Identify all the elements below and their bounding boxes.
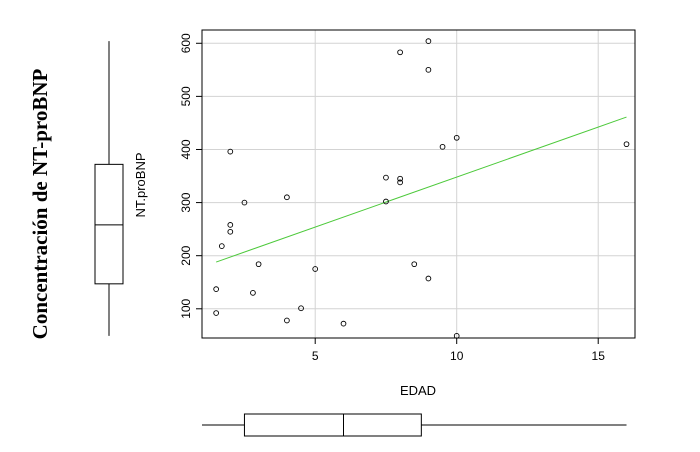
y-tick-label: 300 [179,192,193,212]
y-axis: 100 200 300 400 500 600 [179,33,202,319]
y-boxplot [94,41,124,336]
data-point [213,286,220,292]
y-tick-label: 200 [179,245,193,265]
x-boxplot [202,413,627,437]
data-point [397,175,403,182]
data-point [298,305,304,312]
data-point [383,198,389,205]
data-point [411,261,418,268]
data-point [425,275,432,282]
data-point [227,148,234,155]
data-point [439,143,446,150]
data-point [340,320,347,327]
data-point [227,228,234,235]
x-tick-label: 10 [450,349,464,363]
y-tick-label: 400 [179,139,193,159]
data-point [425,66,432,73]
data-point [623,141,630,148]
data-point [383,174,389,181]
y-tick-label: 500 [179,86,193,106]
data-point [255,261,262,268]
data-point [397,179,403,186]
data-point [312,266,319,272]
box [243,413,422,437]
data-point [241,199,248,206]
data-point [284,317,290,324]
regression-line [215,116,627,263]
grid-lines [202,30,635,338]
data-point [213,310,220,316]
y-tick-label: 100 [179,298,193,318]
data-point [397,49,403,56]
y-tick-label: 600 [179,33,193,53]
data-point [218,243,225,249]
main-y-axis-label: Concentración de NT-proBNP [28,68,52,339]
data-point [284,194,290,201]
data-point [227,222,234,228]
x-axis-title: EDAD [400,383,436,398]
data-points [213,38,630,339]
data-point [425,38,432,45]
x-axis: 5 10 15 [312,338,605,363]
box [94,163,124,285]
plot-frame [201,29,636,339]
data-point [453,134,460,141]
data-point [453,333,460,339]
x-tick-label: 5 [312,349,319,363]
y-axis-title: NT.proBNP [133,152,148,217]
x-tick-label: 15 [592,349,606,363]
data-point [250,290,256,296]
